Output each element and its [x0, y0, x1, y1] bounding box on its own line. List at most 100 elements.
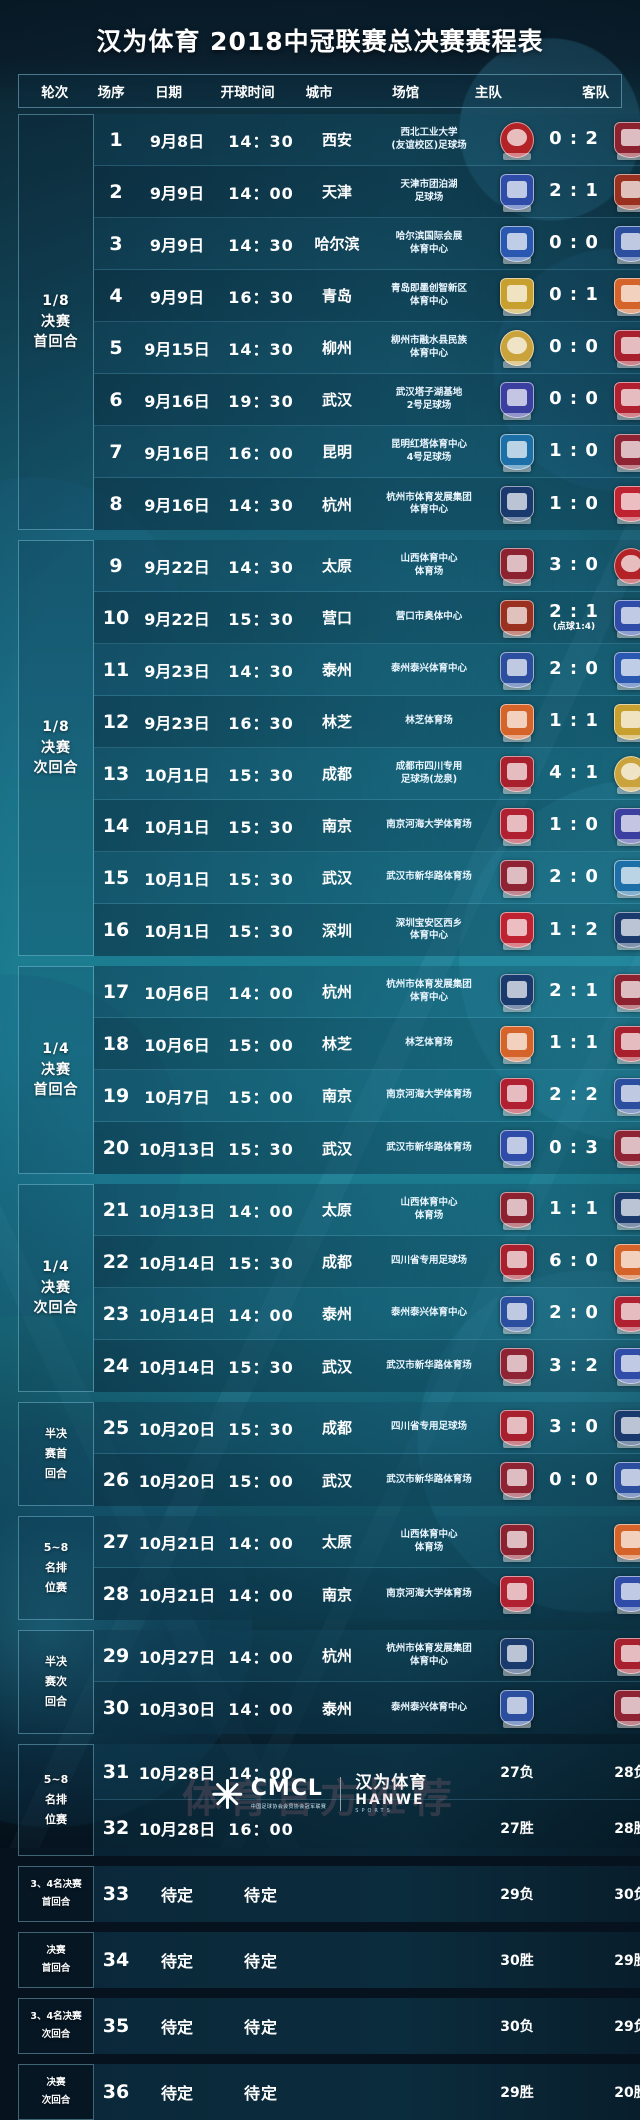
- table-row[interactable]: 32 10月28日 16：00 27胜 28胜: [94, 1800, 640, 1856]
- away-team-cell: [604, 807, 640, 846]
- table-row[interactable]: 27 10月21日 14：00 太原 山西体育中心 体育场: [94, 1516, 640, 1568]
- home-team-cell: [490, 1191, 544, 1230]
- match-date: 10月30日: [138, 1700, 216, 1719]
- home-team-crest-icon: [500, 703, 534, 742]
- match-venue: 南京河海大学体育场: [386, 819, 472, 831]
- table-row[interactable]: 26 10月20日 15：00 武汉 武汉市新华路体育场 0 : 0: [94, 1454, 640, 1506]
- table-row[interactable]: 3 9月9日 14：30 哈尔滨 哈尔滨国际会展 体育中心 0 : 0: [94, 218, 640, 270]
- round-label: 3、4名决赛 次回合: [18, 1998, 94, 2054]
- table-row[interactable]: 20 10月13日 15：30 武汉 武汉市新华路体育场 0 : 3: [94, 1122, 640, 1174]
- away-team-placeholder: 28负: [614, 1764, 640, 1781]
- match-date: 9月9日: [149, 183, 205, 203]
- table-row[interactable]: 30 10月30日 14：00 泰州 泰州泰兴体育中心: [94, 1682, 640, 1734]
- match-time: 14：30: [228, 557, 294, 577]
- match-number: 12: [102, 710, 130, 733]
- table-row[interactable]: 13 10月1日 15：30 成都 成都市四川专用 足球场(龙泉) 4 : 1: [94, 748, 640, 800]
- match-venue: 泰州泰兴体育中心: [390, 1701, 467, 1713]
- table-row[interactable]: 35 待定 待定 30负 29负: [94, 1998, 640, 2054]
- table-row[interactable]: 1 9月8日 14：30 西安 西北工业大学 (友谊校区)足球场 0 : 2: [94, 114, 640, 166]
- table-row[interactable]: 2 9月9日 14：00 天津 天津市团泊湖 足球场 2 : 1: [94, 166, 640, 218]
- match-time: 14：00: [228, 183, 294, 203]
- home-team-crest-icon: [500, 859, 534, 898]
- away-team-crest-icon: [614, 1690, 640, 1728]
- table-row[interactable]: 16 10月1日 15：30 深圳 深圳宝安区西乡 体育中心 1 : 2: [94, 904, 640, 956]
- table-row[interactable]: 15 10月1日 15：30 武汉 武汉市新华路体育场 2 : 0: [94, 852, 640, 904]
- away-team-crest-icon: [614, 329, 640, 368]
- away-team-crest-icon: [614, 277, 640, 316]
- away-team-cell: [604, 225, 640, 264]
- table-row[interactable]: 18 10月6日 15：00 林芝 林芝体育场 1 : 1: [94, 1018, 640, 1070]
- away-team-cell: [604, 1576, 640, 1614]
- table-row[interactable]: 36 待定 待定 29胜 20胜: [94, 2064, 640, 2120]
- match-city: 武汉: [321, 391, 352, 409]
- table-row[interactable]: 28 10月21日 14：00 南京 南京河海大学体育场: [94, 1568, 640, 1620]
- match-time: 14：00: [228, 1700, 294, 1719]
- match-number: 30: [102, 1697, 130, 1719]
- match-city: 杭州: [321, 1647, 352, 1665]
- table-row[interactable]: 19 10月7日 15：00 南京 南京河海大学体育场 2 : 2: [94, 1070, 640, 1122]
- match-venue: 杭州市体育发展集团 体育中心: [386, 979, 472, 1003]
- match-date: 待定: [160, 2018, 193, 2037]
- table-row[interactable]: 22 10月14日 15：30 成都 四川省专用足球场 6 : 0: [94, 1236, 640, 1288]
- match-number: 17: [102, 980, 130, 1003]
- match-city: 武汉: [321, 869, 352, 887]
- match-city: 武汉: [321, 1471, 352, 1490]
- match-venue: 杭州市体育发展集团 体育中心: [386, 1643, 472, 1667]
- table-row[interactable]: 17 10月6日 14：00 杭州 杭州市体育发展集团 体育中心 2 : 1: [94, 966, 640, 1018]
- match-venue: 成都市四川专用 足球场(龙泉): [395, 761, 463, 785]
- column-header-date: 日期: [155, 85, 183, 101]
- match-number: 20: [102, 1137, 130, 1159]
- table-row[interactable]: 31 10月28日 14：00 27负 28负: [94, 1744, 640, 1800]
- away-team-crest-icon: [614, 1130, 640, 1168]
- round-label-line: 决赛: [41, 1279, 71, 1296]
- home-team-placeholder: 30负: [500, 2019, 534, 2035]
- table-row[interactable]: 11 9月23日 14：30 泰州 泰州泰兴体育中心 2 : 0: [94, 644, 640, 696]
- table-row[interactable]: 12 9月23日 16：30 林芝 林芝体育场 1 : 1: [94, 696, 640, 748]
- round-label-line: 1/8: [42, 718, 70, 735]
- table-row[interactable]: 14 10月1日 15：30 南京 南京河海大学体育场 1 : 0: [94, 800, 640, 852]
- round-label: 决赛 首回合: [18, 1932, 94, 1988]
- match-date: 10月28日: [138, 1820, 216, 1839]
- home-team-crest-icon: [500, 329, 534, 368]
- footer: 体育官方推荐 CMCL 中国足球协会会员协会冠军联赛 汉为体育 HANWE SP…: [0, 1740, 640, 1848]
- home-team-cell: [490, 912, 544, 950]
- away-team-cell: [604, 1130, 640, 1168]
- home-team-cell: [490, 329, 544, 368]
- column-header-venue: 场馆: [392, 85, 420, 101]
- away-team-cell: [604, 1295, 640, 1334]
- match-number: 34: [102, 1949, 130, 1971]
- home-team-cell: [490, 1409, 544, 1448]
- match-number: 2: [109, 180, 123, 203]
- match-score: 1 : 1: [549, 710, 599, 732]
- table-row[interactable]: 24 10月14日 15：30 武汉 武汉市新华路体育场 3 : 2: [94, 1340, 640, 1392]
- match-number: 5: [109, 336, 123, 359]
- round-rows: 25 10月20日 15：30 成都 四川省专用足球场 3 : 0 26 10月20日 15：0…: [94, 1402, 640, 1506]
- table-row[interactable]: 6 9月16日 19：30 武汉 武汉塔子湖基地 2号足球场 0 : 0: [94, 374, 640, 426]
- match-score: 0 : 0: [549, 1468, 599, 1490]
- table-row[interactable]: 8 9月16日 14：30 杭州 杭州市体育发展集团 体育中心 1 : 0: [94, 478, 640, 530]
- home-team-cell: [490, 859, 544, 898]
- match-score: 2 : 1: [549, 980, 599, 1002]
- away-team-crest-icon: [614, 121, 640, 160]
- match-time: 待定: [243, 1952, 278, 1971]
- table-row[interactable]: 29 10月27日 14：00 杭州 杭州市体育发展集团 体育中心: [94, 1630, 640, 1682]
- table-row[interactable]: 33 待定 待定 29负 30负: [94, 1866, 640, 1922]
- match-time: 15：30: [228, 609, 294, 629]
- table-row[interactable]: 23 10月14日 14：00 泰州 泰州泰兴体育中心 2 : 0: [94, 1288, 640, 1340]
- table-row[interactable]: 21 10月13日 14：00 太原 山西体育中心 体育场 1 : 1: [94, 1184, 640, 1236]
- table-row[interactable]: 34 待定 待定 30胜 29胜: [94, 1932, 640, 1988]
- table-row[interactable]: 4 9月9日 16：30 青岛 青岛即墨创智新区 体育中心 0 : 1: [94, 270, 640, 322]
- table-row[interactable]: 5 9月15日 14：30 柳州 柳州市融水县民族 体育中心 0 : 0: [94, 322, 640, 374]
- match-venue: 武汉市新华路体育场: [386, 1141, 472, 1153]
- away-team-cell: [604, 1025, 640, 1064]
- round-label-line: 位赛: [45, 1812, 67, 1826]
- away-team-cell: [604, 703, 640, 742]
- away-team-cell: [604, 1690, 640, 1728]
- table-row[interactable]: 9 9月22日 14：30 太原 山西体育中心 体育场 3 : 0: [94, 540, 640, 592]
- table-row[interactable]: 7 9月16日 16：00 昆明 昆明红塔体育中心 4号足球场 1 : 0: [94, 426, 640, 478]
- table-row[interactable]: 25 10月20日 15：30 成都 四川省专用足球场 3 : 0: [94, 1402, 640, 1454]
- round-label-line: 决赛: [46, 2076, 66, 2088]
- table-row[interactable]: 10 9月22日 15：30 营口 营口市奥体中心 2 : 1 (点球1:4): [94, 592, 640, 644]
- round-label-line: 位赛: [45, 1580, 67, 1594]
- match-city: 武汉: [321, 1357, 352, 1376]
